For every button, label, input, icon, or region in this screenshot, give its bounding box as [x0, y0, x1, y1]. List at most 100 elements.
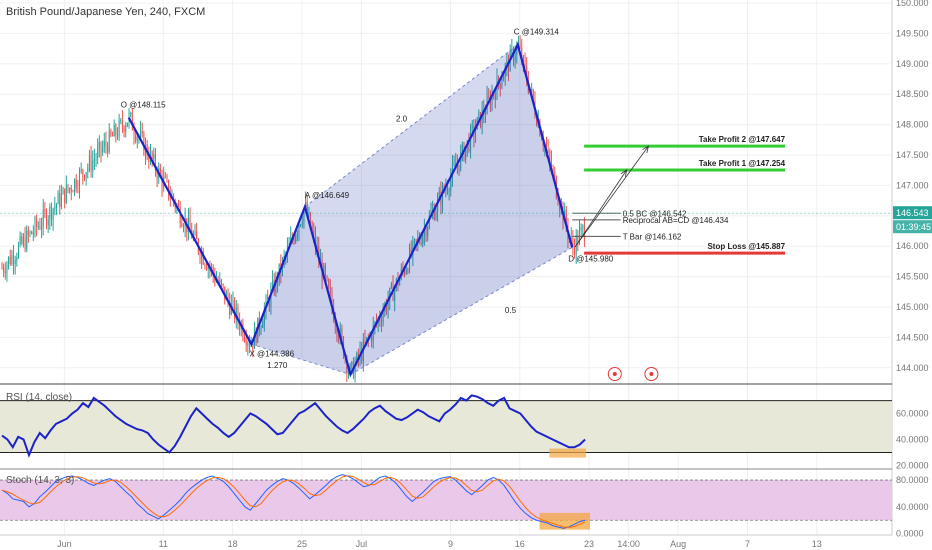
candle-body [574, 246, 576, 255]
candle-body [34, 219, 36, 233]
pattern-bcd-shape [350, 44, 573, 375]
pattern-point-label: O @148.115 [121, 101, 166, 110]
candle-body [338, 335, 340, 339]
candle-body [168, 180, 170, 197]
candle-body [103, 141, 105, 148]
candle-body [79, 170, 81, 189]
candle-body [559, 204, 561, 210]
time-tick-label: 14:00 [617, 539, 640, 549]
candle-body [82, 169, 84, 176]
candle-body [42, 209, 44, 227]
candle-body [303, 209, 305, 223]
candle-body [83, 175, 85, 180]
stoch-label: Stoch (14, 3, 3) [6, 475, 75, 486]
candle-body [239, 321, 241, 330]
candle-body [461, 144, 463, 152]
time-tick-label: 7 [745, 539, 750, 549]
candle-body [95, 158, 97, 160]
candle-body [50, 206, 52, 220]
candle-body [97, 148, 99, 159]
candle-body [49, 206, 51, 220]
candle-body [481, 109, 483, 127]
candle-body [220, 279, 222, 285]
candle-body [6, 264, 8, 274]
candle-body [445, 188, 447, 191]
candle-body [219, 279, 221, 283]
candle-body [494, 95, 496, 100]
candle-body [204, 264, 206, 266]
candle-body [166, 177, 168, 181]
rsi-tick-label: 20.0000 [896, 460, 929, 470]
candle-body [468, 140, 470, 151]
level-label: Stop Loss @145.887 [707, 242, 785, 251]
candle-body [263, 309, 265, 325]
candle-body [554, 171, 556, 177]
candle-body [248, 342, 250, 347]
candle-body [235, 307, 237, 320]
candle-body [90, 155, 92, 171]
candle-body [557, 197, 559, 205]
candle-body [465, 147, 467, 160]
candle-body [74, 179, 76, 192]
candle-body [29, 231, 31, 235]
candle-body [120, 120, 122, 122]
candle-body [552, 170, 554, 172]
candle-body [229, 301, 231, 315]
time-tick-label: 13 [812, 539, 822, 549]
pattern-ratio-label: 2.0 [396, 115, 408, 124]
candle-body [9, 256, 11, 265]
candle-body [107, 145, 109, 153]
candle-body [471, 125, 473, 128]
candle-body [46, 211, 48, 226]
candle-body [415, 239, 417, 242]
candle-body [27, 230, 29, 235]
candle-body [125, 126, 127, 132]
candle-body [115, 125, 117, 136]
rsi-line [1, 394, 586, 458]
event-marker-dot [649, 372, 654, 376]
candle-body [572, 237, 574, 247]
pattern-xab-shape [251, 206, 351, 375]
price-tick-label: 148.500 [896, 89, 929, 99]
candle-body [425, 228, 427, 237]
price-tick-label: 147.500 [896, 150, 929, 160]
level-label: Take Profit 1 @147.254 [699, 159, 786, 168]
candle-body [47, 219, 49, 226]
candle-body [324, 265, 326, 277]
pattern-ratio-label: 1.270 [267, 361, 288, 370]
candle-body [37, 226, 39, 228]
candle-body [503, 77, 505, 82]
candle-body [26, 230, 28, 250]
candle-body [187, 217, 189, 232]
candle-body [118, 120, 120, 137]
candle-body [64, 188, 66, 203]
candle-body [412, 241, 414, 256]
candle-body [293, 239, 295, 243]
candle-body [131, 112, 133, 131]
candle-body [17, 244, 19, 258]
last-price-label: 146.543 [896, 208, 929, 218]
time-tick-label: 9 [448, 539, 453, 549]
candle-body [41, 226, 43, 229]
candle-body [524, 56, 526, 67]
candle-body [75, 179, 77, 189]
candle-body [446, 188, 448, 191]
candle-body [385, 304, 387, 311]
candle-body [379, 318, 381, 322]
candle-body [36, 219, 38, 228]
candle-body [349, 365, 351, 371]
candle-body [265, 297, 267, 310]
candle-body [136, 136, 138, 141]
candle-body [80, 169, 82, 171]
candle-body [126, 122, 128, 127]
candle-body [156, 170, 158, 179]
candle-body [267, 297, 269, 300]
candle-body [296, 233, 298, 237]
pattern-point-label: C @149.314 [514, 28, 560, 37]
candle-body [93, 159, 95, 161]
candle-body [354, 363, 356, 378]
event-marker-dot [612, 372, 617, 376]
price-tick-label: 148.000 [896, 120, 929, 130]
pattern-ac-line [304, 44, 519, 208]
